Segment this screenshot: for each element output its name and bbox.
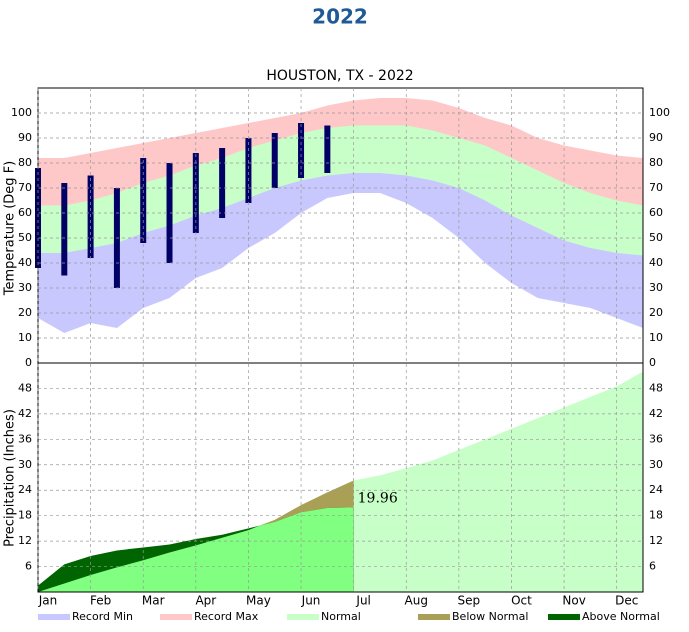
- legend-swatch: [160, 614, 192, 620]
- y-tick-label-right: 0: [649, 356, 656, 369]
- y-tick-label: 90: [18, 131, 32, 144]
- y-tick-label-right: 10: [649, 331, 663, 344]
- x-tick-label: May: [246, 594, 271, 608]
- legend-label: Normal: [321, 610, 361, 623]
- page-title: 2022: [312, 5, 368, 29]
- y-tick-label: 80: [18, 156, 32, 169]
- y-tick-label: 20: [18, 306, 32, 319]
- y-tick-label: 48: [18, 381, 32, 394]
- x-tick-label: Aug: [405, 594, 428, 608]
- x-tick-label: Jun: [301, 594, 321, 608]
- legend-swatch: [548, 614, 580, 620]
- observed-bar: [324, 125, 331, 173]
- legend-swatch: [287, 614, 319, 620]
- x-tick-label: Feb: [90, 594, 111, 608]
- y-tick-label-right: 50: [649, 231, 663, 244]
- y-tick-label: 70: [18, 181, 32, 194]
- y-axis-label: Precipitation (Inches): [3, 409, 18, 547]
- y-tick-label: 50: [18, 231, 32, 244]
- y-tick-label: 18: [18, 509, 32, 522]
- y-tick-label-right: 42: [649, 407, 663, 420]
- normal-area: [38, 371, 643, 592]
- y-tick-label-right: 80: [649, 156, 663, 169]
- y-tick-label-right: 18: [649, 509, 663, 522]
- y-tick-label: 24: [18, 483, 32, 496]
- y-tick-label-right: 24: [649, 483, 663, 496]
- y-axis-label: Temperature (Deg F): [3, 161, 18, 297]
- observed-bar: [166, 163, 173, 263]
- y-tick-label-right: 20: [649, 306, 663, 319]
- y-tick-label-right: 30: [649, 281, 663, 294]
- observed-bar: [140, 158, 147, 243]
- observed-area: [38, 507, 354, 592]
- y-tick-label: 42: [18, 407, 32, 420]
- legend-swatch: [418, 614, 450, 620]
- observed-bar: [219, 148, 226, 218]
- chart-title: HOUSTON, TX - 2022: [266, 68, 413, 84]
- record-min-area: [38, 193, 643, 363]
- y-tick-label-right: 40: [649, 256, 663, 269]
- y-tick-label: 36: [18, 432, 32, 445]
- y-tick-label-right: 70: [649, 181, 663, 194]
- y-tick-label-right: 48: [649, 381, 663, 394]
- x-tick-label: Oct: [511, 594, 532, 608]
- y-tick-label: 30: [18, 281, 32, 294]
- legend-label: Below Normal: [452, 610, 528, 623]
- x-tick-label: Dec: [615, 594, 638, 608]
- y-tick-label: 30: [18, 458, 32, 471]
- observed-bar: [271, 133, 278, 188]
- x-tick-label: Nov: [562, 594, 585, 608]
- y-tick-label: 10: [18, 331, 32, 344]
- y-tick-label-right: 36: [649, 432, 663, 445]
- y-tick-label: 12: [18, 534, 32, 547]
- x-tick-label: Apr: [195, 594, 216, 608]
- y-tick-label-right: 12: [649, 534, 663, 547]
- legend-label: Record Min: [72, 610, 133, 623]
- y-tick-label-right: 100: [649, 106, 670, 119]
- x-tick-label: Jul: [355, 594, 370, 608]
- y-tick-label: 6: [25, 560, 32, 573]
- y-tick-label-right: 90: [649, 131, 663, 144]
- y-tick-label-right: 60: [649, 206, 663, 219]
- y-tick-label: 40: [18, 256, 32, 269]
- y-tick-label: 0: [25, 356, 32, 369]
- legend-swatch: [38, 614, 70, 620]
- y-tick-label-right: 6: [649, 560, 656, 573]
- y-tick-label: 100: [11, 106, 32, 119]
- observed-bar: [61, 183, 68, 276]
- data-label: 19.96: [358, 490, 398, 506]
- y-tick-label-right: 30: [649, 458, 663, 471]
- y-tick-label: 60: [18, 206, 32, 219]
- legend-label: Above Normal: [582, 610, 660, 623]
- x-tick-label: Sep: [458, 594, 481, 608]
- plot-frame: [37, 362, 644, 593]
- observed-bar: [245, 138, 252, 203]
- legend-label: Record Max: [194, 610, 259, 623]
- x-tick-label: Mar: [142, 594, 165, 608]
- x-tick-label: Jan: [38, 594, 58, 608]
